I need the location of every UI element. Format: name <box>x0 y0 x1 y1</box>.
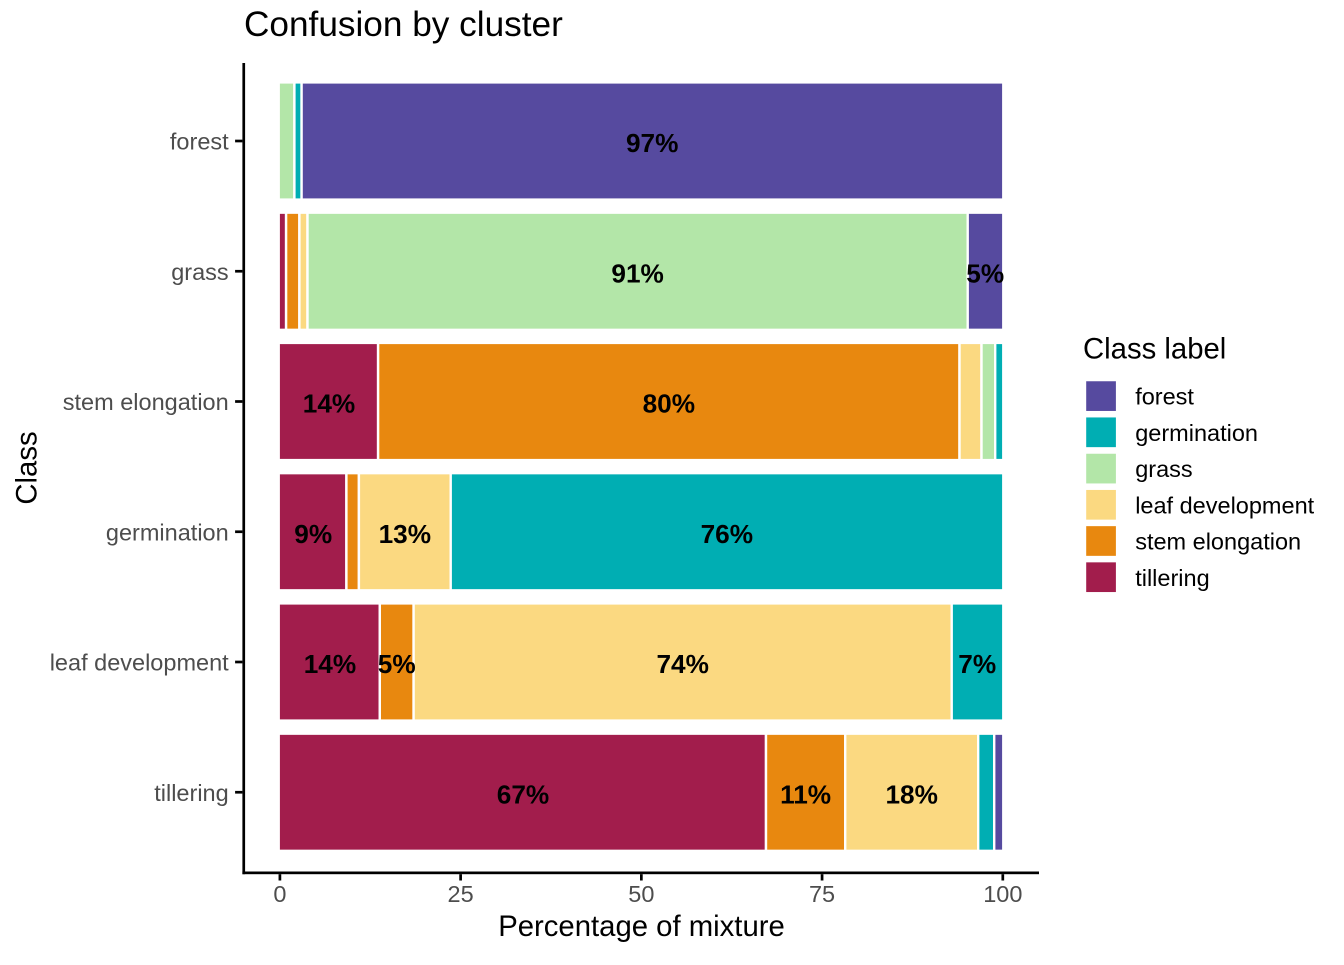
svg-text:13%: 13% <box>379 519 431 549</box>
svg-text:80%: 80% <box>643 389 695 419</box>
svg-text:tillering: tillering <box>1135 565 1209 591</box>
svg-text:grass: grass <box>171 259 228 285</box>
svg-text:11%: 11% <box>780 779 831 809</box>
svg-text:stem elongation: stem elongation <box>63 389 229 415</box>
svg-text:100: 100 <box>983 881 1022 907</box>
svg-text:91%: 91% <box>611 258 663 288</box>
svg-text:tillering: tillering <box>154 780 228 806</box>
svg-text:stem elongation: stem elongation <box>1135 529 1301 555</box>
svg-text:14%: 14% <box>303 389 355 419</box>
svg-text:97%: 97% <box>626 128 678 158</box>
svg-text:0: 0 <box>273 881 286 907</box>
svg-text:Percentage of mixture: Percentage of mixture <box>498 910 785 943</box>
svg-text:Confusion by cluster: Confusion by cluster <box>244 5 563 44</box>
svg-text:5%: 5% <box>378 649 416 679</box>
svg-text:18%: 18% <box>885 779 937 809</box>
svg-text:germination: germination <box>1135 420 1258 446</box>
svg-text:grass: grass <box>1135 456 1192 482</box>
svg-text:9%: 9% <box>294 519 332 549</box>
svg-text:74%: 74% <box>656 649 708 679</box>
svg-text:76%: 76% <box>701 519 753 549</box>
svg-text:50: 50 <box>628 881 654 907</box>
svg-text:leaf development: leaf development <box>1135 492 1314 518</box>
svg-text:14%: 14% <box>304 649 356 679</box>
svg-text:Class: Class <box>10 431 43 504</box>
svg-text:forest: forest <box>1135 384 1194 410</box>
svg-text:leaf development: leaf development <box>50 650 229 676</box>
svg-text:germination: germination <box>106 519 229 545</box>
svg-text:Class label: Class label <box>1083 333 1226 366</box>
svg-text:67%: 67% <box>497 779 549 809</box>
svg-text:forest: forest <box>170 129 229 155</box>
svg-text:75: 75 <box>809 881 835 907</box>
svg-text:25: 25 <box>448 881 474 907</box>
svg-text:7%: 7% <box>958 649 996 679</box>
svg-text:5%: 5% <box>966 258 1004 288</box>
